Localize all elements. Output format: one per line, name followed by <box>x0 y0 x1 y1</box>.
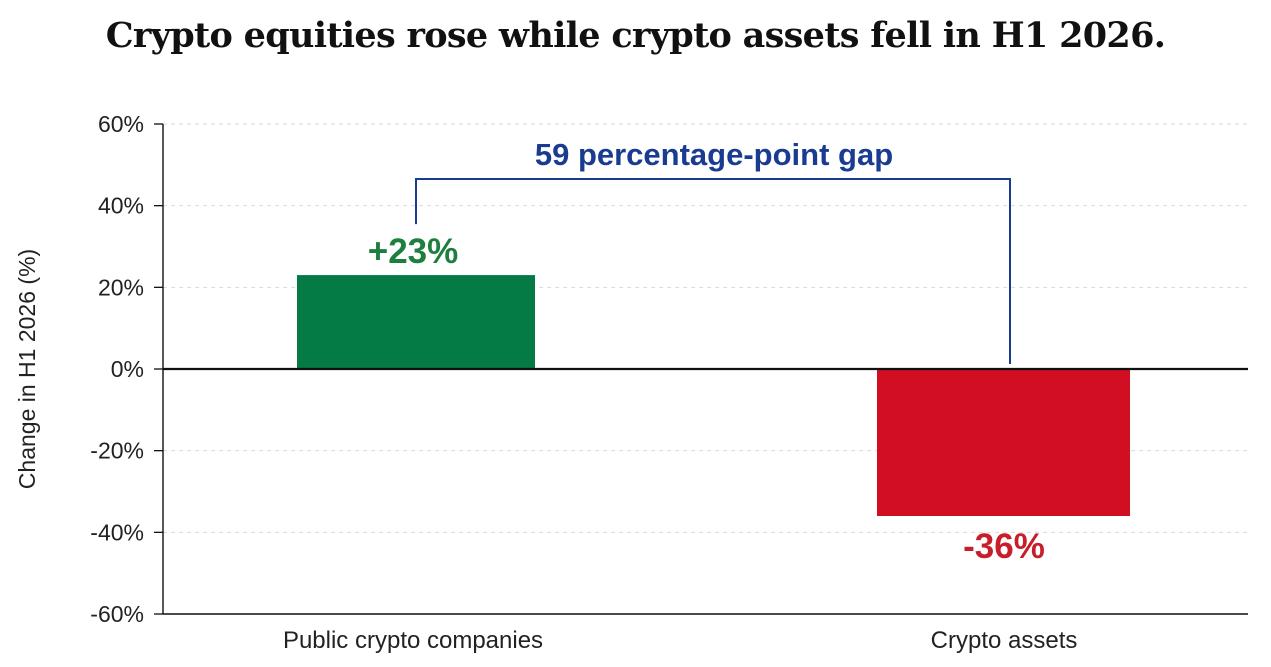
category-label-crypto-assets: Crypto assets <box>931 627 1078 654</box>
y-tick-label: 60% <box>98 111 144 137</box>
gap-annotation-label: 59 percentage-point gap <box>535 137 893 172</box>
bars <box>297 275 1130 516</box>
y-tick-label: 0% <box>111 356 144 382</box>
bar-crypto-assets <box>877 369 1130 516</box>
chart-title: Crypto equities rose while crypto assets… <box>105 15 1166 56</box>
axes: 60% 40% 20% 0% -20% -40% -60% Change in H1 2026… <box>14 111 1248 654</box>
value-label-crypto-assets: -36% <box>963 527 1045 566</box>
category-label-public-crypto-companies: Public crypto companies <box>283 627 543 654</box>
value-label-public-crypto-companies: +23% <box>368 232 459 271</box>
y-axis-title: Change in H1 2026 (%) <box>14 249 40 489</box>
bar-public-crypto-companies <box>297 275 535 369</box>
y-tick-label: -60% <box>90 601 144 627</box>
gap-annotation: 59 percentage-point gap <box>415 137 1011 364</box>
y-tick-label: 20% <box>98 274 144 300</box>
y-tick-label: -40% <box>90 519 144 545</box>
y-tick-label: 40% <box>98 193 144 219</box>
data-labels: +23% -36% <box>368 232 1045 566</box>
y-tick-label: -20% <box>90 438 144 464</box>
gap-bracket-line <box>415 178 1011 364</box>
